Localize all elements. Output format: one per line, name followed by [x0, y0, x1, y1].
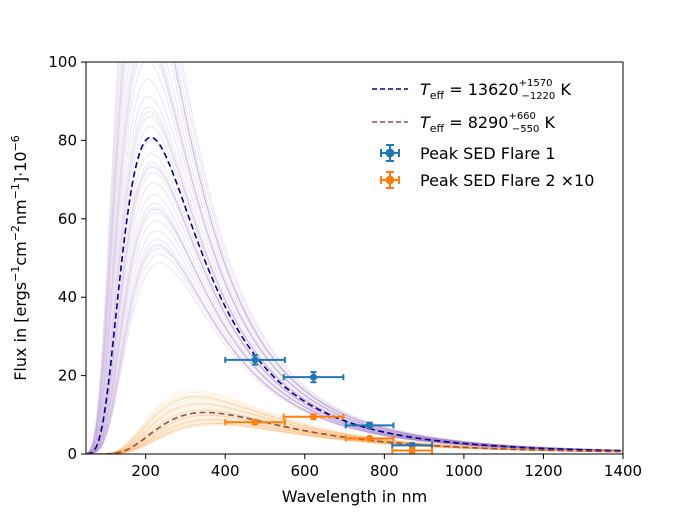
- plot-frame: [85, 61, 624, 455]
- legend-label-flare1: Peak SED Flare 1: [420, 144, 556, 163]
- samples1-layer-curve-0: [86, 262, 622, 454]
- flare1-fit-samples: [86, 62, 622, 454]
- samples1-layer-curve-37: [86, 62, 622, 454]
- x-tick-label-800: 800: [370, 462, 399, 480]
- legend-entry-flare2: Peak SED Flare 2 ×10: [380, 171, 594, 190]
- marker: [251, 418, 259, 426]
- marker: [251, 356, 259, 364]
- marker: [310, 413, 318, 421]
- samples1-layer-curve-36: [86, 62, 622, 454]
- samples1-layer-curve-35: [86, 62, 622, 454]
- x-tick-label-1400: 1400: [604, 462, 642, 480]
- sed-point-flare2-4: [391, 446, 434, 455]
- y-tick-label-0: 0: [67, 445, 77, 463]
- legend-entry-fit2: Teff = 8290+660 −550 K: [372, 111, 555, 135]
- samples1-layer-curve-33: [86, 62, 622, 454]
- sed-point-flare1-1: [224, 354, 286, 366]
- legend-label-fit2: Teff = 8290+660 −550 K: [420, 111, 555, 135]
- x-tick-label-1000: 1000: [445, 462, 483, 480]
- legend-label-flare2: Peak SED Flare 2 ×10: [420, 171, 594, 190]
- marker: [366, 421, 374, 429]
- legend-swatch-flare1: [380, 144, 400, 162]
- x-tick-label-600: 600: [290, 462, 319, 480]
- y-tick-label-60: 60: [58, 210, 77, 228]
- sed-points: [224, 354, 434, 455]
- y-tick-label-40: 40: [58, 288, 77, 306]
- samples1-layer-curve-39: [86, 62, 622, 454]
- x-axis-label: Wavelength in nm: [282, 487, 427, 506]
- sed-point-flare2-3: [344, 434, 395, 442]
- legend: Teff = 13620+1570 −1220 K Teff = 8290+660…: [372, 78, 594, 190]
- sed-point-flare2-1: [224, 418, 286, 426]
- marker: [366, 434, 374, 442]
- legend-swatch-flare2: [380, 171, 400, 189]
- sed-point-flare2-2: [282, 413, 345, 421]
- y-tick-label-80: 80: [58, 131, 77, 149]
- samples1-layer-curve-31: [86, 62, 622, 454]
- samples1-layer-curve-34: [86, 62, 622, 454]
- marker: [310, 373, 318, 381]
- y-axis-label: Flux in [ergs−1cm−2nm−1]·10−6: [9, 135, 30, 381]
- legend-label-fit1: Teff = 13620+1570 −1220 K: [420, 78, 571, 102]
- y-axis: 0 20 40 60 80 100: [48, 53, 86, 463]
- marker: [408, 446, 416, 454]
- samples1-layer-curve-14: [86, 171, 622, 454]
- legend-entry-fit1: Teff = 13620+1570 −1220 K: [372, 78, 571, 102]
- x-tick-label-200: 200: [131, 462, 160, 480]
- legend-entry-flare1: Peak SED Flare 1: [380, 144, 556, 163]
- fit-curve-1: [86, 136, 622, 454]
- x-axis: 200 400 600 800 1000 1200 1400: [131, 454, 642, 480]
- y-tick-label-100: 100: [48, 53, 77, 71]
- samples1-layer-curve-38: [86, 62, 622, 454]
- y-tick-label-20: 20: [58, 367, 77, 385]
- samples1-layer-curve-32: [86, 62, 622, 454]
- x-tick-label-400: 400: [211, 462, 240, 480]
- x-tick-label-1200: 1200: [524, 462, 562, 480]
- samples1-layer-curve-28: [86, 62, 622, 454]
- sed-point-flare1-2: [282, 371, 345, 384]
- sed-point-flare1-3: [344, 421, 395, 430]
